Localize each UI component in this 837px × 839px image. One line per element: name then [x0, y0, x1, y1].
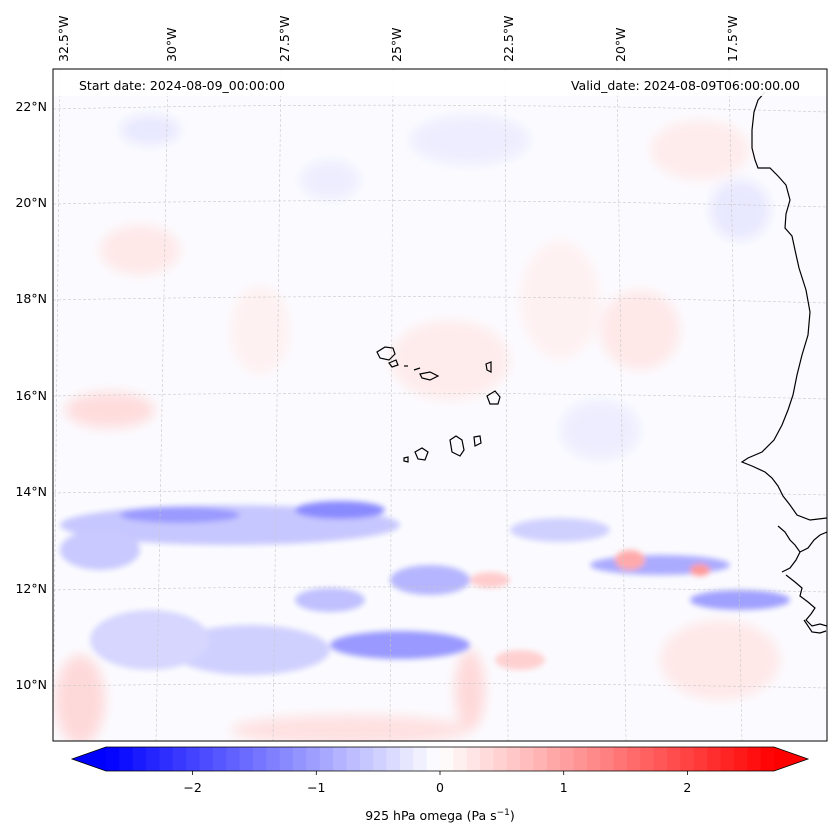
colorbar-step	[186, 747, 201, 771]
lat-label: 14°N	[15, 484, 47, 499]
lon-label: 17.5°W	[725, 16, 740, 62]
colorbar-step	[226, 747, 241, 771]
start-date-text: Start date: 2024-08-09_00:00:00	[79, 78, 285, 93]
colorbar-step	[293, 747, 307, 771]
colorbar-step	[212, 747, 227, 771]
colorbar-tick-label: 0	[436, 780, 444, 795]
lon-label: 30°W	[164, 27, 179, 62]
colorbar-step	[493, 747, 508, 771]
valid-date-text: Valid_date: 2024-08-09T06:00:00.00	[571, 78, 800, 93]
map-panel	[53, 69, 827, 741]
colorbar-step	[640, 747, 655, 771]
omega-field	[55, 115, 790, 741]
colorbar-step	[373, 747, 388, 771]
lat-label: 20°N	[15, 195, 47, 210]
colorbar-step	[747, 747, 762, 771]
colorbar-step	[453, 747, 468, 771]
colorbar-step	[693, 747, 708, 771]
colorbar-step	[146, 747, 160, 771]
colorbar-step	[667, 747, 681, 771]
colorbar-step	[266, 747, 281, 771]
colorbar-step	[399, 747, 414, 771]
colorbar-step	[319, 747, 334, 771]
colorbar-label: 925 hPa omega (Pa s−1)	[365, 808, 515, 823]
colorbar-step	[119, 747, 134, 771]
colorbar-step	[520, 747, 535, 771]
colorbar-outline	[70, 746, 810, 772]
lon-label: 32.5°W	[56, 16, 71, 62]
coastline	[740, 91, 827, 634]
colorbar-step	[653, 747, 668, 771]
colorbar-step	[106, 747, 120, 771]
lon-label: 20°W	[613, 27, 628, 62]
colorbar-ticks: −2 −1 0 1 2	[183, 771, 691, 795]
colorbar-step	[560, 747, 575, 771]
colorbar-steps	[72, 747, 808, 771]
colorbar-step	[426, 747, 441, 771]
lat-label: 18°N	[15, 291, 47, 306]
map-frame	[52, 68, 828, 742]
colorbar-step	[172, 747, 187, 771]
lon-label: 27.5°W	[277, 16, 292, 62]
colorbar: −2 −1 0 1 2 925 hPa omega (Pa s−1)	[70, 746, 810, 823]
colorbar-step	[720, 747, 735, 771]
colorbar-step	[132, 747, 147, 771]
colorbar-step	[466, 747, 481, 771]
colorbar-tick-label: 1	[560, 780, 568, 795]
colorbar-label-text: 925 hPa omega (Pa s	[365, 808, 496, 823]
colorbar-step	[573, 747, 588, 771]
colorbar-step	[279, 747, 294, 771]
colorbar-tick-label: −1	[307, 780, 325, 795]
colorbar-step	[546, 747, 561, 771]
colorbar-step	[440, 747, 454, 771]
map-gridlines	[53, 69, 827, 741]
colorbar-label-close: )	[510, 808, 515, 823]
colorbar-step	[159, 747, 174, 771]
colorbar-step	[586, 747, 601, 771]
colorbar-step	[600, 747, 615, 771]
lon-label: 22.5°W	[501, 16, 516, 62]
africa-coastline	[740, 91, 827, 521]
lat-label: 12°N	[15, 581, 47, 596]
colorbar-step	[680, 747, 695, 771]
colorbar-step	[480, 747, 494, 771]
colorbar-step	[239, 747, 254, 771]
colorbar-step	[533, 747, 548, 771]
colorbar-step	[413, 747, 428, 771]
colorbar-step	[506, 747, 521, 771]
colorbar-step	[252, 747, 267, 771]
colorbar-step	[386, 747, 401, 771]
lat-label: 10°N	[15, 677, 47, 692]
colorbar-step	[333, 747, 347, 771]
colorbar-label-sup: −1	[497, 808, 510, 818]
colorbar-step	[707, 747, 722, 771]
colorbar-step	[613, 747, 628, 771]
colorbar-step	[199, 747, 214, 771]
colorbar-step	[359, 747, 374, 771]
colorbar-tick-label: 2	[683, 780, 691, 795]
colorbar-extend-high	[774, 747, 808, 771]
lat-label: 16°N	[15, 388, 47, 403]
latitude-labels: 22°N 20°N 18°N 16°N 14°N 12°N 10°N	[15, 99, 47, 692]
colorbar-step	[346, 747, 361, 771]
colorbar-step	[733, 747, 748, 771]
colorbar-tick-label: −2	[183, 780, 201, 795]
colorbar-step	[627, 747, 641, 771]
longitude-labels: 32.5°W 30°W 27.5°W 25°W 22.5°W 20°W 17.5…	[56, 16, 740, 62]
colorbar-step	[760, 747, 775, 771]
lon-label: 25°W	[389, 27, 404, 62]
header-band	[53, 70, 827, 96]
colorbar-extend-low	[72, 747, 106, 771]
colorbar-step	[306, 747, 321, 771]
lat-label: 22°N	[15, 99, 47, 114]
cape-verde-islands	[376, 346, 501, 463]
